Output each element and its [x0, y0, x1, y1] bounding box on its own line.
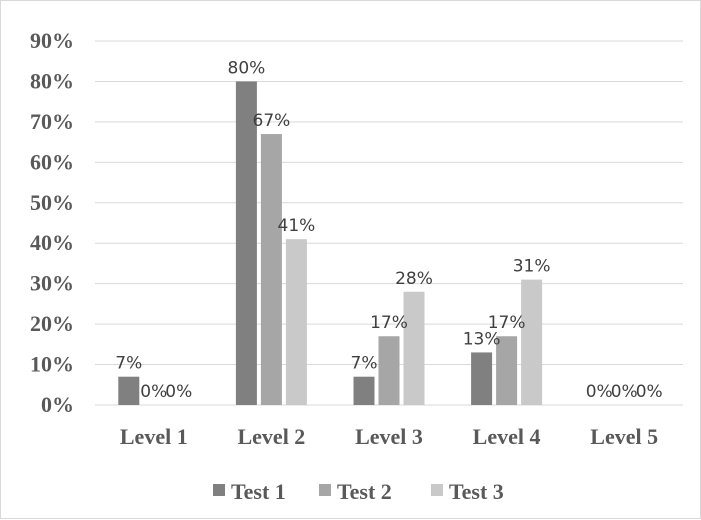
- y-tick-label: 0%: [41, 392, 74, 417]
- legend-label: Test 1: [231, 479, 286, 504]
- legend-label: Test 2: [337, 479, 392, 504]
- y-tick-label: 60%: [30, 149, 74, 174]
- data-label: 13%: [463, 329, 501, 349]
- data-label: 67%: [253, 111, 291, 131]
- legend: Test 1 Test 2 Test 3: [213, 479, 504, 504]
- y-tick-label: 50%: [30, 190, 74, 215]
- y-tick-label: 40%: [30, 230, 74, 255]
- data-label: 0%: [586, 382, 613, 402]
- x-category-label: Level 1: [120, 424, 188, 449]
- data-label: 17%: [488, 313, 526, 333]
- y-axis-ticks: 0% 10% 20% 30% 40% 50% 60% 70% 80% 90%: [30, 28, 74, 417]
- y-tick-label: 90%: [30, 28, 74, 53]
- bar: [285, 239, 307, 405]
- bars: [118, 81, 543, 405]
- bar: [471, 352, 493, 405]
- gridlines: [95, 40, 683, 406]
- bar: [378, 336, 400, 405]
- data-label: 7%: [115, 354, 142, 374]
- x-category-label: Level 4: [473, 424, 541, 449]
- data-label: 28%: [395, 269, 433, 289]
- data-label: 0%: [140, 382, 167, 402]
- x-category-label: Level 5: [590, 424, 658, 449]
- legend-label: Test 3: [449, 479, 504, 504]
- data-label: 31%: [513, 257, 551, 277]
- data-label: 0%: [165, 382, 192, 402]
- legend-swatch: [213, 484, 225, 496]
- bar: [118, 376, 140, 405]
- data-label: 0%: [611, 382, 638, 402]
- y-tick-label: 70%: [30, 109, 74, 134]
- bar: [260, 134, 282, 405]
- data-label: 41%: [278, 216, 316, 236]
- legend-swatch: [431, 484, 443, 496]
- bar: [496, 336, 518, 405]
- bar: [403, 291, 425, 405]
- y-tick-label: 20%: [30, 311, 74, 336]
- data-labels: 7%0%0%80%67%41%7%17%28%13%17%31%0%0%0%: [115, 58, 662, 402]
- data-label: 17%: [370, 313, 408, 333]
- data-label: 0%: [636, 382, 663, 402]
- x-category-label: Level 2: [237, 424, 305, 449]
- y-tick-label: 30%: [30, 271, 74, 296]
- data-label: 80%: [228, 58, 266, 78]
- legend-swatch: [319, 484, 331, 496]
- bar: [353, 376, 375, 405]
- y-tick-label: 80%: [30, 68, 74, 93]
- bar: [521, 279, 543, 405]
- bar: [235, 81, 257, 405]
- x-axis-categories: Level 1 Level 2 Level 3 Level 4 Level 5: [120, 424, 658, 449]
- x-category-label: Level 3: [355, 424, 423, 449]
- data-label: 7%: [351, 354, 378, 374]
- y-tick-label: 10%: [30, 352, 74, 377]
